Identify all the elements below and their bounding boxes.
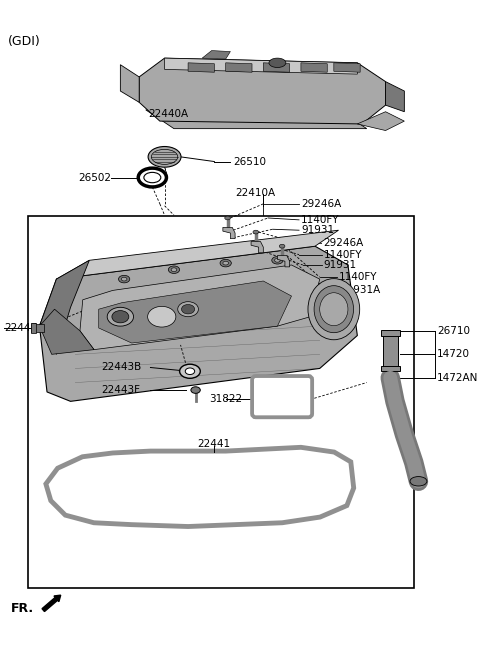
Text: 1140FY: 1140FY [324, 250, 362, 260]
Ellipse shape [225, 216, 230, 220]
Ellipse shape [121, 277, 127, 281]
Bar [381, 330, 400, 335]
Polygon shape [264, 63, 289, 72]
Ellipse shape [410, 476, 427, 486]
Text: 26710: 26710 [437, 326, 470, 336]
Polygon shape [202, 51, 230, 59]
Ellipse shape [314, 285, 354, 333]
Polygon shape [251, 241, 264, 253]
Text: 29246A: 29246A [301, 199, 341, 209]
Polygon shape [57, 230, 338, 279]
Text: 26510: 26510 [233, 157, 266, 167]
Text: 91931: 91931 [301, 225, 334, 236]
Polygon shape [165, 58, 357, 74]
Polygon shape [223, 228, 235, 239]
Polygon shape [334, 63, 360, 72]
Ellipse shape [320, 293, 348, 325]
Polygon shape [357, 112, 404, 131]
Polygon shape [47, 448, 353, 525]
Text: 22443F: 22443F [102, 385, 141, 395]
Text: 29246A: 29246A [324, 238, 364, 249]
Polygon shape [80, 265, 320, 350]
Polygon shape [39, 260, 89, 354]
Ellipse shape [178, 302, 198, 317]
Ellipse shape [223, 261, 228, 265]
Ellipse shape [148, 306, 176, 327]
Ellipse shape [180, 364, 200, 379]
Polygon shape [277, 256, 289, 267]
Polygon shape [146, 110, 367, 129]
Ellipse shape [191, 387, 200, 394]
Polygon shape [139, 58, 385, 124]
Ellipse shape [253, 230, 259, 234]
Text: 22410A: 22410A [235, 188, 275, 197]
Ellipse shape [148, 146, 181, 167]
Ellipse shape [269, 58, 286, 68]
Ellipse shape [181, 304, 195, 314]
Text: 31822: 31822 [209, 394, 242, 405]
Text: (GDI): (GDI) [8, 35, 40, 48]
Polygon shape [188, 63, 215, 72]
FancyBboxPatch shape [253, 377, 311, 417]
Ellipse shape [185, 368, 195, 375]
Text: 22440A: 22440A [149, 109, 189, 119]
Bar [31, 324, 44, 332]
FancyArrow shape [42, 595, 60, 611]
Polygon shape [226, 63, 252, 72]
Bar [383, 331, 398, 369]
Text: 14720: 14720 [437, 350, 470, 359]
Text: 1140FY: 1140FY [338, 272, 377, 282]
Bar [381, 365, 400, 371]
Ellipse shape [168, 266, 180, 274]
Text: 91931A: 91931A [340, 285, 381, 295]
Polygon shape [385, 81, 404, 112]
Text: 26502: 26502 [78, 173, 111, 182]
Ellipse shape [279, 244, 285, 248]
Text: 22441: 22441 [197, 439, 230, 449]
Ellipse shape [144, 173, 161, 183]
Ellipse shape [171, 268, 177, 272]
Bar [28, 216, 414, 588]
Polygon shape [120, 65, 139, 102]
Polygon shape [39, 309, 94, 354]
Bar [31, 323, 36, 333]
Text: FR.: FR. [12, 602, 35, 615]
Ellipse shape [275, 258, 280, 262]
Text: 91931: 91931 [324, 260, 357, 270]
Ellipse shape [119, 276, 130, 283]
Polygon shape [39, 246, 357, 401]
Text: 22443B: 22443B [102, 363, 142, 373]
Ellipse shape [220, 259, 231, 267]
Polygon shape [99, 281, 291, 343]
Polygon shape [301, 63, 327, 72]
Ellipse shape [112, 310, 129, 323]
Text: 1472AN: 1472AN [437, 373, 479, 383]
Ellipse shape [272, 256, 283, 264]
Text: 1140FY: 1140FY [301, 215, 339, 225]
Text: 22447A: 22447A [4, 323, 44, 333]
Ellipse shape [308, 279, 360, 340]
Ellipse shape [107, 307, 133, 326]
